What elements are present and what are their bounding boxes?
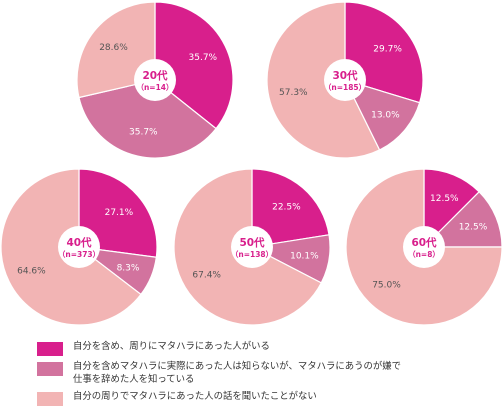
legend-label: 自分の周りでマタハラにあった人の話を聞いたことがない xyxy=(73,391,317,402)
slice-label: 35.7% xyxy=(129,128,158,138)
pie-subtitle: （n=14） xyxy=(136,82,173,92)
legend-label: 自分を含めマタハラに実際にあった人は知らないが、マタハラにあうのが嫌で 仕事を辞… xyxy=(73,361,401,385)
slice-label: 10.1% xyxy=(290,252,319,262)
legend-label: 自分を含め、周りにマタハラにあった人がいる xyxy=(73,341,270,352)
slice-label: 75.0% xyxy=(372,281,401,291)
pie-subtitle: （n=185） xyxy=(324,82,366,92)
legend-item: 自分の周りでマタハラにあった人の話を聞いたことがない xyxy=(37,390,497,406)
pie-title: 20代 xyxy=(142,69,168,82)
center-circle xyxy=(134,59,176,101)
slice-label: 28.6% xyxy=(99,43,128,53)
pie-slice xyxy=(422,191,503,248)
pie-subtitle: （n=8） xyxy=(408,249,440,259)
slice-label: 57.3% xyxy=(279,88,308,98)
pie-title: 40代 xyxy=(66,236,92,249)
pie-subtitle: （n=373） xyxy=(58,249,100,259)
pie-slice xyxy=(343,79,421,151)
center-circle xyxy=(324,59,366,101)
center-circle xyxy=(231,226,273,268)
legend: 自分を含め、周りにマタハラにあった人がいる 自分を含めマタハラに実際にあった人は… xyxy=(37,340,497,410)
slice-label: 22.5% xyxy=(272,203,301,213)
pie-slice xyxy=(251,168,330,248)
legend-swatch-mauve xyxy=(37,362,63,376)
pie-title: 30代 xyxy=(332,69,358,82)
pie-slice xyxy=(266,1,381,159)
pie-chart: 27.1% 8.3% 64.6% 40代（n=373） xyxy=(0,168,158,326)
slice-label: 13.0% xyxy=(371,110,400,120)
pie-slice xyxy=(154,1,234,130)
legend-swatch-magenta xyxy=(37,342,63,356)
slice-label: 64.6% xyxy=(17,267,46,277)
slice-label: 35.7% xyxy=(189,53,218,63)
legend-item: 自分を含め、周りにマタハラにあった人がいる xyxy=(37,340,497,356)
pie-chart: 29.7% 13.0% 57.3% 30代（n=185） xyxy=(266,1,424,159)
pie-slice xyxy=(78,168,158,258)
pie-charts: 35.7% 35.7% 28.6% 20代（n=14） 29.7% 13.0% 57.3% 3… xyxy=(0,1,503,326)
pie-chart: 12.5% 12.5% 75.0% 60代（n=8） xyxy=(345,168,503,326)
slice-label: 27.1% xyxy=(105,208,134,218)
slice-label: 8.3% xyxy=(117,263,140,273)
center-circle xyxy=(403,226,445,268)
slice-label: 67.4% xyxy=(192,271,221,281)
pie-chart: 35.7% 35.7% 28.6% 20代（n=14） xyxy=(76,1,234,159)
legend-item: 自分を含めマタハラに実際にあった人は知らないが、マタハラにあうのが嫌で 仕事を辞… xyxy=(37,360,497,386)
slice-label: 29.7% xyxy=(373,44,402,54)
center-circle xyxy=(58,226,100,268)
legend-swatch-pink xyxy=(37,392,63,406)
slice-label: 12.5% xyxy=(430,194,459,204)
pie-title: 60代 xyxy=(411,236,437,249)
pie-slice xyxy=(345,168,503,326)
pie-slice xyxy=(78,79,217,159)
pie-subtitle: （n=138） xyxy=(231,249,273,259)
pie-slice xyxy=(423,168,480,249)
pie-title: 50代 xyxy=(239,236,265,249)
slice-label: 12.5% xyxy=(459,223,488,233)
pie-chart: 22.5% 10.1% 67.4% 50代（n=138） xyxy=(173,168,331,326)
